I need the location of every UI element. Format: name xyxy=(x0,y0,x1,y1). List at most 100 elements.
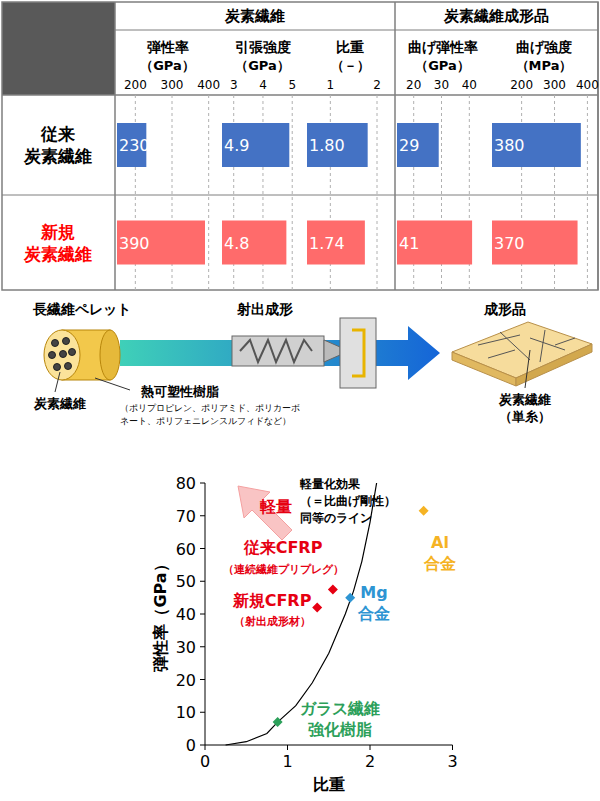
point-label: ガラス繊維 xyxy=(300,699,380,718)
tick-label: 20 xyxy=(176,671,196,690)
point-label: 従来CFRP xyxy=(243,538,323,557)
tick xyxy=(287,745,288,750)
column-unit: （GPa） xyxy=(415,58,470,73)
tick-label: 1 xyxy=(327,78,335,92)
screw xyxy=(240,340,312,362)
fiber-end xyxy=(52,340,59,347)
fiber-end xyxy=(49,352,56,359)
point xyxy=(273,717,283,727)
fiber-end xyxy=(54,364,61,371)
row-label: 炭素繊維 xyxy=(23,244,92,264)
fiber-end xyxy=(60,351,67,358)
nozzle xyxy=(324,340,340,362)
column-title: 比重 xyxy=(336,39,364,55)
tick xyxy=(200,614,205,615)
tick xyxy=(200,712,205,713)
bar xyxy=(117,221,205,265)
tick xyxy=(370,745,371,750)
diagram-title: 射出成形 xyxy=(236,301,293,317)
tick xyxy=(200,646,205,647)
x-axis xyxy=(205,745,453,746)
lightweight-arrow xyxy=(238,486,292,540)
leader xyxy=(55,372,60,392)
data-label: 29 xyxy=(399,136,419,155)
data-label: 230 xyxy=(119,136,150,155)
data-label: 41 xyxy=(399,234,419,253)
header-line xyxy=(115,30,598,31)
grid-line xyxy=(208,95,209,290)
tick-label: 60 xyxy=(176,540,196,559)
product-plate xyxy=(452,322,592,378)
bar xyxy=(397,123,439,167)
grid-line xyxy=(377,95,378,290)
tick xyxy=(200,581,205,582)
point-label: 合金 xyxy=(357,604,390,623)
fiber-strand xyxy=(530,338,565,350)
page: {"table": { "groups": [ {"title": "炭素繊維"… xyxy=(0,0,600,801)
data-label: 1.80 xyxy=(309,136,345,155)
fiber-strand xyxy=(540,330,545,362)
corner-cell xyxy=(2,2,115,95)
plot-marks xyxy=(226,483,429,745)
barrel xyxy=(232,336,324,366)
tick-label: 3 xyxy=(447,752,457,771)
tick-label: 200 xyxy=(124,78,147,92)
point xyxy=(419,506,429,516)
annotation: （＝比曲げ剛性） xyxy=(300,494,396,508)
tick-label: 80 xyxy=(176,474,196,493)
bar xyxy=(397,221,472,265)
mold xyxy=(340,318,376,388)
tick xyxy=(205,745,206,750)
fiber-end xyxy=(69,349,76,356)
fiber-strand xyxy=(555,338,575,345)
table-border xyxy=(2,2,598,290)
tick-label: 40 xyxy=(176,605,196,624)
tick xyxy=(200,515,205,516)
bar xyxy=(222,221,286,265)
fiber-strand xyxy=(478,335,520,345)
point-sublabel: （射出成形材） xyxy=(234,615,311,628)
data-label: 380 xyxy=(494,136,525,155)
pellet-face xyxy=(44,330,80,380)
diagram-note: （ポリプロピレン、ポリアミド、ポリカーボ xyxy=(120,403,300,413)
header-line xyxy=(2,94,598,96)
data-label: 4.8 xyxy=(224,234,249,253)
data-label: 4.9 xyxy=(224,136,249,155)
row-label: 従来 xyxy=(40,124,75,144)
point xyxy=(312,602,322,612)
tick-label: 1 xyxy=(282,752,292,771)
column-unit: （MPa） xyxy=(516,58,573,73)
tick-label: 5 xyxy=(288,78,296,92)
product-edge xyxy=(452,352,516,386)
bar xyxy=(307,123,368,167)
point xyxy=(328,584,338,594)
row-label: 炭素繊維 xyxy=(23,146,92,166)
diagram-title: 長繊維ペレット xyxy=(32,301,131,317)
point xyxy=(345,593,355,603)
tick-label: 300 xyxy=(161,78,184,92)
process-arrow xyxy=(120,326,440,380)
axis-title: 比重 xyxy=(313,775,345,794)
fiber-strand xyxy=(488,350,515,358)
tick-label: 2 xyxy=(365,752,375,771)
tick-label: 300 xyxy=(543,78,566,92)
tick-label: 4 xyxy=(259,78,267,92)
row-line xyxy=(2,195,598,196)
group-title: 炭素繊維成形品 xyxy=(443,7,549,25)
column-title: 曲げ強度 xyxy=(516,39,572,55)
diagram-label: 炭素繊維 xyxy=(33,396,86,411)
grid-line xyxy=(292,95,293,290)
product-edge xyxy=(516,344,592,386)
tick-label: 400 xyxy=(197,78,220,92)
tick-label: 50 xyxy=(176,572,196,591)
data-label: 390 xyxy=(119,234,150,253)
point-label: 新規CFRP xyxy=(232,591,312,610)
data-label: 1.74 xyxy=(309,234,345,253)
diagram-label: 炭素繊維 xyxy=(498,392,551,407)
point-label: 合金 xyxy=(423,554,456,573)
column-unit: （－） xyxy=(331,58,370,73)
diagram-label: 熱可塑性樹脂 xyxy=(140,384,219,399)
grid-line xyxy=(587,95,588,290)
point-label: 強化樹脂 xyxy=(308,720,372,739)
scatter-chart: 012301020304050607080比重弾性率（GPa）軽量軽量化効果（＝… xyxy=(151,474,458,794)
